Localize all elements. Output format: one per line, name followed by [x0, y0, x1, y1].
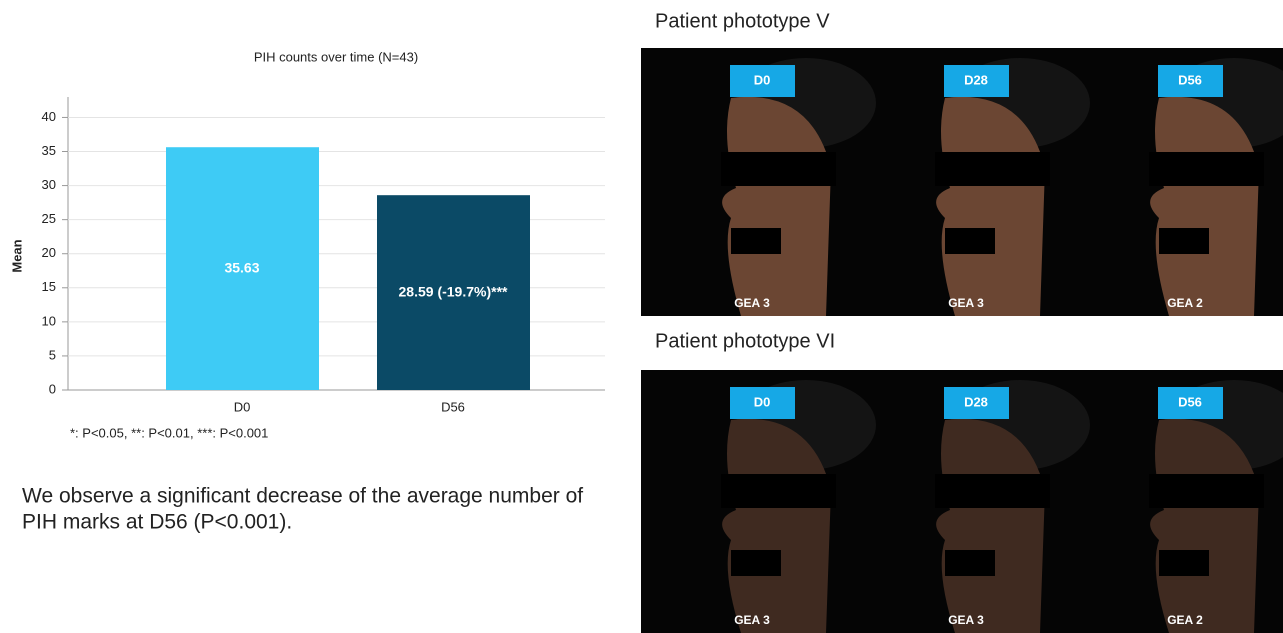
footnote: *: P<0.05, **: P<0.01, ***: P<0.001 [70, 425, 268, 440]
censor-bar [721, 152, 836, 186]
conclusion-line: PIH marks at D56 (P<0.001). [22, 511, 292, 534]
censor-bar [935, 474, 1050, 508]
censor-bar [1159, 228, 1209, 254]
y-tick-label: 0 [49, 381, 56, 396]
censor-bar [731, 550, 781, 576]
grade-label: GEA 2 [1167, 613, 1203, 627]
face [936, 97, 1045, 316]
grade-label: GEA 3 [948, 613, 984, 627]
day-label: D56 [1178, 72, 1202, 87]
page: {"chart_data": {"type": "bar", "title": … [0, 0, 1283, 633]
chart-title: PIH counts over time (N=43) [254, 49, 418, 64]
y-tick-label: 40 [42, 109, 56, 124]
panel-title: Patient phototype V [655, 10, 830, 32]
x-tick-label: D0 [234, 399, 251, 414]
slide: PIH counts over time (N=43) Mean *: P<0.… [0, 0, 1283, 633]
y-tick-label: 35 [42, 143, 56, 158]
censor-bar [945, 550, 995, 576]
censor-bar [731, 228, 781, 254]
value-label: 28.59 (-19.7%)*** [399, 283, 509, 299]
value-label: 35.63 [224, 259, 259, 275]
y-tick-label: 15 [42, 279, 56, 294]
face [722, 97, 831, 316]
x-tick-label: D56 [441, 399, 465, 414]
censor-bar [935, 152, 1050, 186]
grade-label: GEA 2 [1167, 296, 1203, 310]
censor-bar [1149, 152, 1264, 186]
day-label: D28 [964, 72, 988, 87]
y-tick-label: 10 [42, 313, 56, 328]
grade-label: GEA 3 [734, 296, 770, 310]
censor-bar [1149, 474, 1264, 508]
y-tick-label: 30 [42, 177, 56, 192]
y-tick-label: 25 [42, 211, 56, 226]
grade-label: GEA 3 [734, 613, 770, 627]
grade-label: GEA 3 [948, 296, 984, 310]
conclusion-line: We observe a significant decrease of the… [22, 485, 583, 508]
face [1150, 97, 1259, 316]
day-label: D56 [1178, 394, 1202, 409]
day-label: D28 [964, 394, 988, 409]
censor-bar [721, 474, 836, 508]
censor-bar [1159, 550, 1209, 576]
y-tick-label: 5 [49, 347, 56, 362]
y-tick-label: 20 [42, 245, 56, 260]
panel-title: Patient phototype VI [655, 330, 835, 352]
day-label: D0 [754, 72, 771, 87]
censor-bar [945, 228, 995, 254]
y-axis-label: Mean [9, 239, 24, 272]
day-label: D0 [754, 394, 771, 409]
